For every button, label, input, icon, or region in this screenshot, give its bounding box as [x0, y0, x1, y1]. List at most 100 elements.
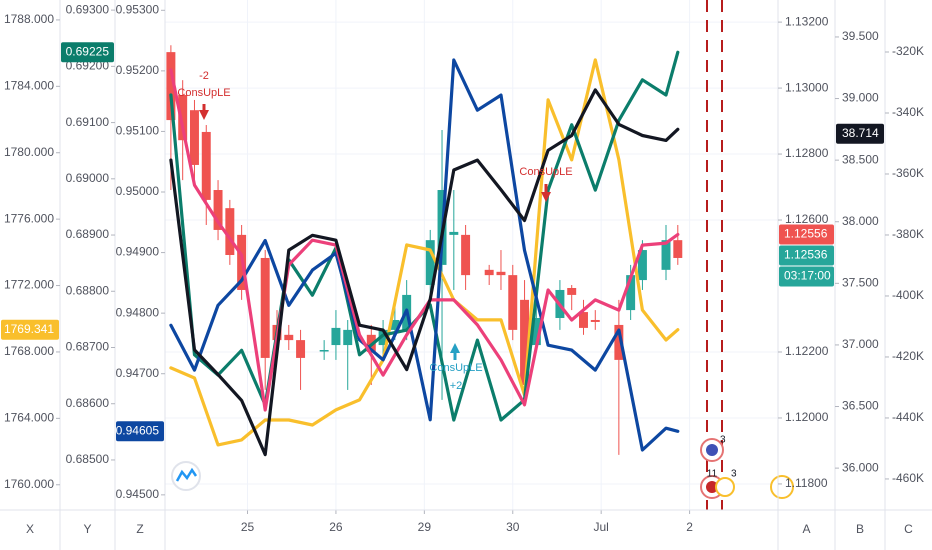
price-badge: [61, 42, 114, 63]
candle-body: [508, 275, 518, 330]
y-tick-label: 1780.000: [4, 145, 54, 159]
y-tick-label: -460K: [892, 471, 924, 485]
candle-body: [626, 275, 636, 311]
y-tick-label: 1.12200: [785, 344, 829, 358]
x-tick-label: 25: [241, 520, 255, 534]
candle-body: [661, 240, 671, 270]
price-badge: [779, 245, 834, 266]
y-tick-label: -360K: [892, 166, 924, 180]
price-badge-label: 1.12556: [784, 227, 828, 241]
candle-body: [390, 319, 400, 330]
price-badge: [779, 266, 834, 287]
line-series: [169, 50, 680, 422]
y-tick-label: 1788.000: [4, 12, 54, 26]
candle-body: [225, 208, 235, 255]
y-tick-label: 1.12600: [785, 212, 829, 226]
y-tick-label: 0.94800: [116, 305, 160, 319]
annotation: ConsUpLE: [429, 362, 482, 374]
y-tick-label: 0.69100: [66, 115, 110, 129]
y-tick-label: 0.95000: [116, 184, 160, 198]
annotation: +2: [450, 380, 463, 392]
candle-body: [213, 190, 223, 230]
y-tick-label: 0.68900: [66, 227, 110, 241]
line-series: [169, 58, 680, 452]
signal-arrow: [199, 110, 209, 120]
y-tick-label: 38.500: [842, 152, 879, 166]
x-tick-label: 2: [686, 520, 693, 534]
annotation: -2: [199, 70, 209, 82]
candle-body: [378, 329, 388, 346]
candle-body: [319, 350, 329, 352]
y-tick-label: -420K: [892, 349, 924, 363]
price-badge-label: 0.94605: [116, 423, 160, 437]
y-tick-label: -320K: [892, 44, 924, 58]
price-badge: [1, 319, 59, 340]
price-badge: [779, 224, 834, 245]
event-count: 3: [731, 469, 737, 480]
y-tick-label: 1772.000: [4, 278, 54, 292]
line-series: [169, 58, 680, 447]
event-icon[interactable]: [715, 477, 735, 497]
y-tick-label: 1776.000: [4, 211, 54, 225]
y-tick-label: 37.000: [842, 337, 879, 351]
y-tick-label: 1.11800: [785, 476, 828, 490]
candle-body: [178, 95, 188, 141]
candle-body: [343, 329, 353, 346]
y-tick-label: -340K: [892, 105, 924, 119]
event-count: 11: [707, 469, 718, 480]
axis-name: C: [904, 522, 913, 536]
y-tick-label: 1784.000: [4, 79, 54, 93]
y-tick-label: -400K: [892, 288, 924, 302]
y-tick-label: 0.94500: [116, 487, 160, 501]
y-tick-label: -440K: [892, 410, 924, 424]
candle-body: [296, 340, 306, 358]
candle-body: [496, 271, 506, 276]
candle-body: [449, 231, 459, 235]
y-tick-label: 38.000: [842, 214, 879, 228]
y-tick-label: 1.12800: [785, 146, 829, 160]
y-tick-label: 0.68700: [66, 340, 110, 354]
x-tick-label: 26: [329, 520, 343, 534]
annotation: ConsUpLE: [177, 87, 230, 99]
candle-body: [567, 287, 577, 295]
y-tick-label: 37.500: [842, 276, 879, 290]
y-tick-label: -380K: [892, 227, 924, 241]
line-series: [169, 88, 680, 457]
signal-arrow: [541, 192, 551, 202]
axis-name: B: [856, 522, 864, 536]
candle-body: [461, 234, 471, 276]
logo: [175, 467, 198, 482]
y-tick-label: 39.000: [842, 91, 879, 105]
x-tick-label: Jul: [594, 520, 609, 534]
y-tick-label: 0.68500: [66, 452, 110, 466]
candle-body: [331, 327, 341, 346]
candle-body: [260, 257, 270, 358]
y-tick-label: 36.000: [842, 460, 879, 474]
y-tick-label: 1.13200: [785, 14, 829, 28]
candle-body: [520, 299, 530, 385]
axis-name: Y: [83, 522, 91, 536]
x-tick-label: 30: [506, 520, 520, 534]
y-tick-label: 1764.000: [4, 411, 54, 425]
price-badge-label: 1769.341: [4, 322, 54, 336]
axis-name: A: [802, 522, 810, 536]
y-tick-label: 36.500: [842, 399, 879, 413]
candle-body: [579, 312, 588, 328]
price-badge: [116, 421, 164, 442]
event-icon[interactable]: [770, 475, 794, 499]
candle-body: [189, 110, 199, 165]
y-tick-label: 0.68800: [66, 283, 110, 297]
y-tick-label: 0.95200: [116, 63, 160, 77]
annotation: ConsUpLE: [519, 166, 572, 178]
y-tick-label: 0.68600: [66, 396, 110, 410]
event-icon: [706, 481, 718, 493]
price-badge-label: 03:17:00: [784, 269, 831, 283]
candle-body: [284, 334, 294, 341]
candle-body: [166, 52, 176, 121]
price-badge-label: 38.714: [842, 126, 879, 140]
axis-name: X: [26, 522, 34, 536]
candle-body: [531, 318, 541, 346]
y-tick-label: 0.69300: [66, 2, 110, 16]
